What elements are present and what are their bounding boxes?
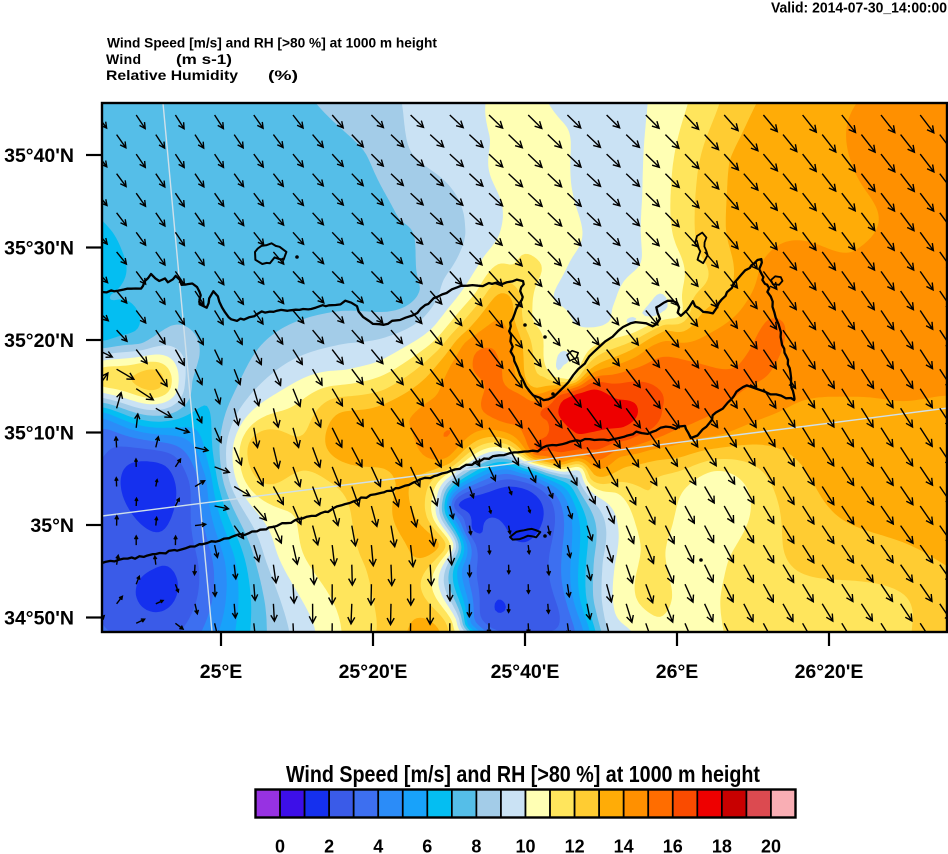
svg-text:26°20'E: 26°20'E — [795, 661, 864, 683]
svg-text:35°N: 35°N — [30, 515, 74, 537]
svg-text:10: 10 — [515, 837, 535, 854]
svg-text:25°40'E: 25°40'E — [491, 661, 560, 683]
svg-text:Relative Humidity: Relative Humidity — [106, 67, 238, 83]
svg-text:Wind Speed [m/s] and RH [>80 %: Wind Speed [m/s] and RH [>80 %] at 1000 … — [286, 761, 760, 787]
svg-text:20: 20 — [761, 837, 781, 854]
svg-text:Wind: Wind — [106, 51, 141, 67]
svg-text:14: 14 — [614, 837, 634, 854]
svg-text:18: 18 — [712, 837, 732, 854]
svg-text:6: 6 — [422, 837, 432, 854]
svg-text:(m s-1): (m s-1) — [176, 51, 232, 67]
svg-text:(%): (%) — [268, 67, 298, 83]
svg-text:16: 16 — [663, 837, 683, 854]
svg-text:34°50'N: 34°50'N — [4, 608, 74, 630]
svg-text:Valid: 2014-07-30_14:00:00: Valid: 2014-07-30_14:00:00 — [771, 1, 947, 17]
svg-text:25°20'E: 25°20'E — [339, 661, 408, 683]
svg-text:35°40'N: 35°40'N — [4, 145, 74, 167]
svg-text:26°E: 26°E — [656, 661, 699, 683]
svg-text:8: 8 — [471, 837, 481, 854]
svg-text:35°10'N: 35°10'N — [4, 423, 74, 445]
svg-text:25°E: 25°E — [200, 661, 243, 683]
svg-text:12: 12 — [565, 837, 585, 854]
svg-text:0: 0 — [275, 837, 285, 854]
svg-text:35°20'N: 35°20'N — [4, 330, 74, 352]
svg-text:35°30'N: 35°30'N — [4, 238, 74, 260]
svg-text:4: 4 — [373, 837, 383, 854]
svg-text:Wind Speed [m/s] and RH [>80 %: Wind Speed [m/s] and RH [>80 %] at 1000 … — [107, 36, 438, 51]
svg-text:2: 2 — [324, 837, 334, 854]
